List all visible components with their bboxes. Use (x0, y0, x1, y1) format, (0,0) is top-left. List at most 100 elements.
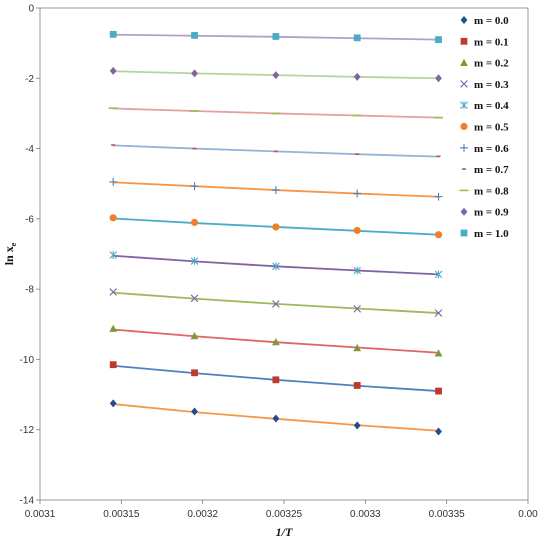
data-point (272, 300, 280, 308)
data-point (272, 376, 280, 384)
legend-label: m = 0.3 (474, 79, 509, 91)
data-point (191, 69, 198, 78)
legend-label: m = 0.0 (474, 15, 509, 27)
y-tick-label: 0 (28, 4, 34, 15)
legend-label: m = 0.6 (474, 143, 509, 155)
x-tick-label: 0.00335 (429, 509, 466, 520)
data-point (353, 343, 362, 352)
legend-label: m = 1.0 (474, 228, 509, 240)
data-point (434, 231, 443, 239)
data-point (353, 189, 362, 198)
legend-marker (460, 80, 468, 88)
x-tick-label: 0.00 (518, 509, 538, 520)
legend-label: m = 0.2 (474, 58, 509, 70)
x-tick-label: 0.00325 (266, 509, 303, 520)
legend-label: m = 0.9 (474, 207, 509, 219)
data-point (190, 294, 199, 303)
fit-line-3 (113, 291, 439, 314)
y-tick-label: -10 (20, 355, 35, 366)
y-tick-label: -2 (25, 74, 34, 85)
series-markers-5 (109, 214, 443, 239)
data-point (191, 32, 198, 39)
data-point (109, 251, 117, 259)
series-markers-10 (109, 30, 442, 44)
data-point (109, 214, 117, 222)
fit-lines (113, 33, 439, 432)
data-markers (108, 30, 444, 436)
data-point (272, 262, 280, 271)
legend-marker (460, 229, 468, 237)
series-markers-9 (109, 66, 442, 83)
x-axis-title: 1/T (276, 525, 293, 539)
data-point (272, 223, 280, 231)
data-point (271, 337, 280, 346)
data-point (190, 182, 199, 191)
legend-marker (460, 58, 468, 66)
data-point (353, 382, 361, 389)
y-tick-label: -6 (25, 214, 34, 225)
legend-marker (460, 207, 468, 216)
data-point (272, 33, 280, 40)
data-point (109, 361, 117, 369)
legend-label: m = 0.7 (474, 164, 509, 176)
legend-label: m = 0.8 (474, 185, 509, 197)
y-axis-title-subscript: e (9, 242, 18, 246)
data-point (434, 349, 443, 357)
series-markers-1 (109, 361, 442, 395)
data-point (109, 30, 117, 38)
data-point (353, 72, 361, 81)
data-point (434, 270, 443, 279)
series-markers-4 (109, 251, 443, 279)
series-markers-2 (109, 324, 443, 357)
x-tick-label: 0.0032 (187, 509, 218, 520)
data-point (353, 226, 361, 235)
y-tick-label: -12 (20, 425, 35, 436)
series-markers-8 (108, 107, 444, 119)
data-point (435, 387, 442, 395)
y-axis-title-main: ln x (2, 246, 16, 265)
x-tick-label: 0.0033 (350, 509, 381, 520)
data-point (353, 421, 361, 430)
legend-marker (460, 37, 468, 45)
data-point (190, 331, 199, 340)
legend-marker (460, 101, 468, 110)
series-markers-0 (109, 399, 442, 436)
data-point (109, 288, 117, 296)
y-axis: 0 -2 -4 -6 -8 -10 -12 -14 (20, 4, 40, 507)
data-point (271, 186, 280, 194)
y-tick-label: -8 (25, 285, 34, 296)
x-axis: 0.0031 0.00315 0.0032 0.00325 0.0033 0.00335 0… (25, 500, 538, 520)
data-point (434, 309, 443, 317)
data-point (109, 66, 117, 75)
x-tick-label: 0.00315 (103, 509, 140, 520)
data-point (434, 192, 443, 201)
x-tick-label: 0.0031 (25, 509, 56, 520)
data-point (190, 218, 199, 226)
legend-marker (460, 122, 468, 131)
y-tick-label: -4 (25, 144, 34, 155)
data-point (109, 399, 117, 408)
legend-marker (460, 143, 468, 152)
legend-label: m = 0.5 (474, 122, 509, 134)
legend: m = 0.0 m = 0.1 m = 0.2 m = 0.3 m = 0.4 m = 0… (459, 15, 509, 240)
legend-label: m = 0.4 (474, 100, 509, 112)
data-point (353, 34, 361, 42)
data-point (353, 266, 361, 275)
data-point (191, 407, 198, 416)
data-point (435, 427, 442, 436)
data-point (109, 324, 118, 332)
y-axis-title: ln xe (2, 242, 18, 265)
legend-label: m = 0.1 (474, 36, 509, 48)
y-tick-label: -14 (20, 496, 35, 507)
data-point (435, 74, 442, 83)
data-point (435, 36, 442, 44)
data-point (272, 414, 280, 423)
series-markers-7 (111, 144, 441, 158)
data-point (272, 71, 280, 80)
legend-marker (460, 16, 468, 24)
data-point (191, 369, 198, 377)
series-markers-6 (109, 178, 443, 201)
data-point (353, 305, 361, 313)
